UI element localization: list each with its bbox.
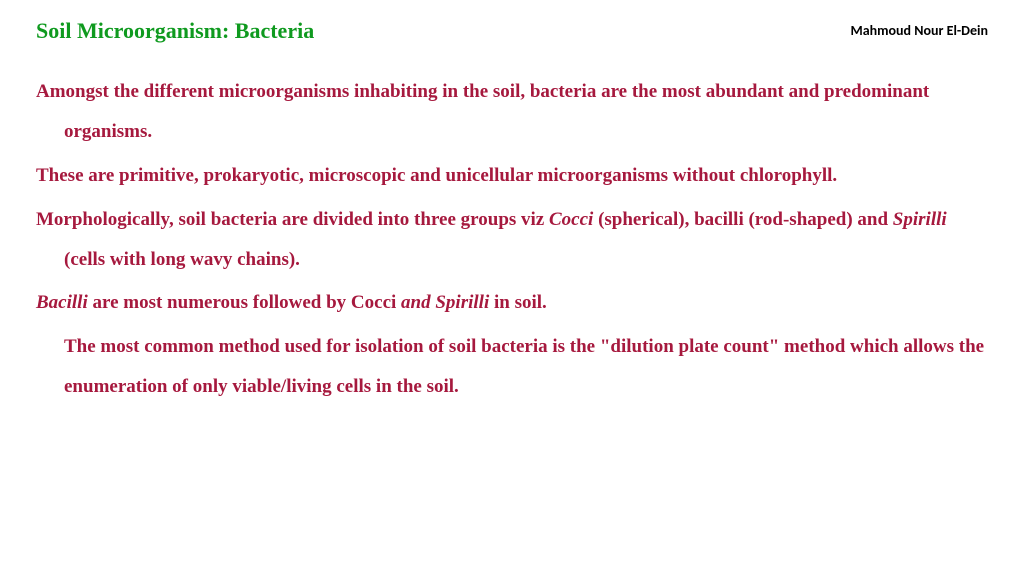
body-paragraph: These are primitive, prokaryotic, micros…	[36, 156, 988, 196]
body-paragraph: Amongst the different microorganisms inh…	[36, 72, 988, 152]
text-segment: (cells with long wavy chains).	[64, 249, 300, 270]
text-segment: Bacilli	[36, 292, 92, 313]
body-paragraph: The most common method used for isolatio…	[36, 327, 988, 407]
text-segment: in soil.	[494, 292, 547, 313]
slide-body: Amongst the different microorganisms inh…	[36, 72, 988, 407]
text-segment: (spherical), bacilli (rod-shaped) and	[598, 209, 893, 230]
text-segment: These are primitive, prokaryotic, micros…	[36, 165, 837, 186]
text-segment: Amongst the different microorganisms inh…	[36, 81, 929, 142]
slide-header: Soil Microorganism: Bacteria Mahmoud Nou…	[36, 18, 988, 44]
body-paragraph: Bacilli are most numerous followed by Co…	[36, 283, 988, 323]
slide-author: Mahmoud Nour El-Dein	[850, 22, 988, 39]
slide-title: Soil Microorganism: Bacteria	[36, 18, 314, 44]
text-segment: Cocci	[549, 209, 598, 230]
text-segment: and Spirilli	[401, 292, 494, 313]
body-paragraph: Morphologically, soil bacteria are divid…	[36, 200, 988, 280]
text-segment: are most numerous followed by Cocci	[92, 292, 401, 313]
text-segment: The most common method used for isolatio…	[64, 336, 984, 397]
text-segment: Morphologically, soil bacteria are divid…	[36, 209, 549, 230]
text-segment: Spirilli	[893, 209, 947, 230]
